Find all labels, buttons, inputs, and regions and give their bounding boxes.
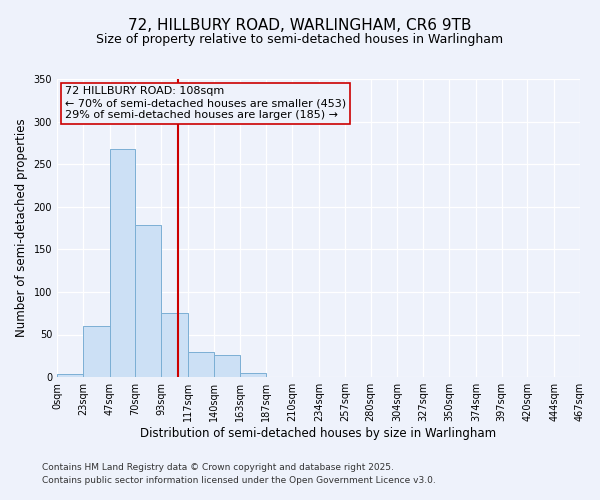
Y-axis label: Number of semi-detached properties: Number of semi-detached properties <box>15 118 28 338</box>
Text: Contains public sector information licensed under the Open Government Licence v3: Contains public sector information licen… <box>42 476 436 485</box>
Bar <box>110 149 136 377</box>
Bar <box>214 355 239 377</box>
Text: 72, HILLBURY ROAD, WARLINGHAM, CR6 9TB: 72, HILLBURY ROAD, WARLINGHAM, CR6 9TB <box>128 18 472 32</box>
Text: Contains HM Land Registry data © Crown copyright and database right 2025.: Contains HM Land Registry data © Crown c… <box>42 464 394 472</box>
Bar <box>83 326 110 377</box>
Text: 72 HILLBURY ROAD: 108sqm
← 70% of semi-detached houses are smaller (453)
29% of : 72 HILLBURY ROAD: 108sqm ← 70% of semi-d… <box>65 86 346 120</box>
Text: Size of property relative to semi-detached houses in Warlingham: Size of property relative to semi-detach… <box>97 32 503 46</box>
Bar <box>136 226 161 377</box>
Bar <box>188 352 214 377</box>
X-axis label: Distribution of semi-detached houses by size in Warlingham: Distribution of semi-detached houses by … <box>140 427 497 440</box>
Bar <box>239 373 266 377</box>
Bar <box>161 313 188 377</box>
Bar <box>57 374 83 377</box>
